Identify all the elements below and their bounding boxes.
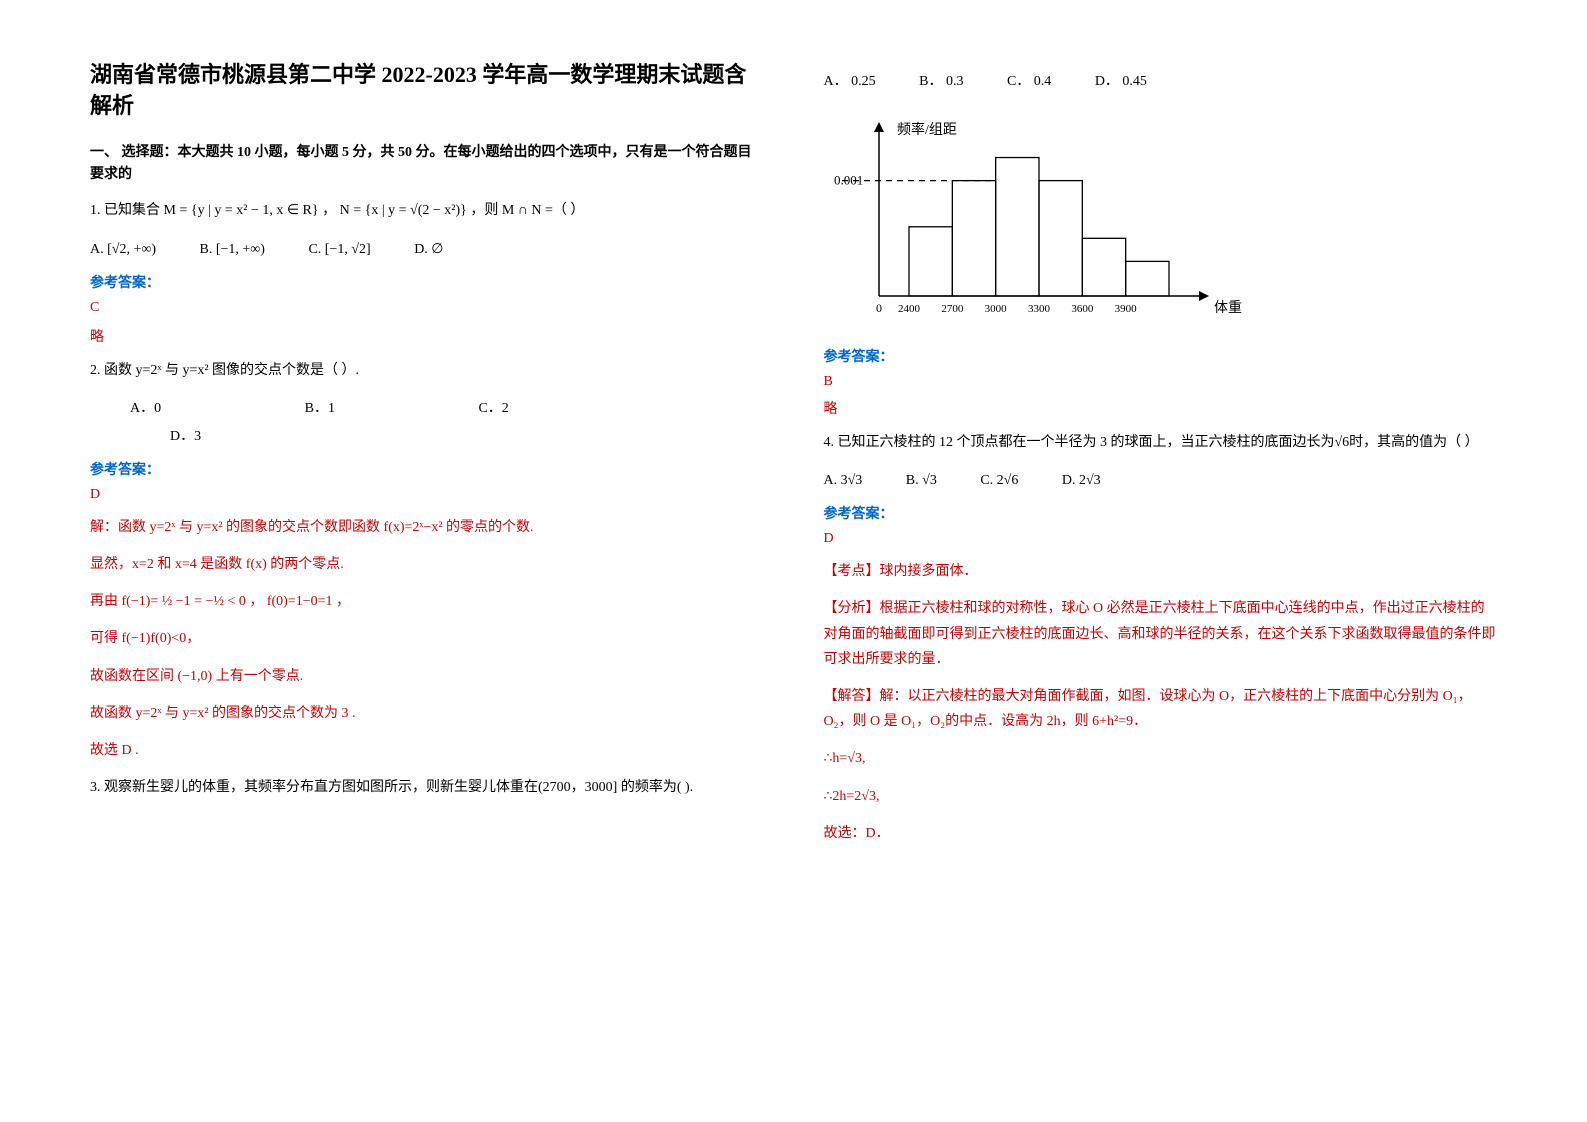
q4-solve4: 故选：D． (824, 821, 1498, 846)
q3-opt-a: A． 0.25 (824, 68, 876, 96)
q2-sol3-f2: f(0)=1−0=1 (267, 594, 333, 609)
q4-opt-a: A. 3√3 (824, 467, 863, 495)
q1-opt-b: B. [−1, +∞) (200, 236, 265, 264)
svg-text:频率/组距: 频率/组距 (897, 121, 957, 138)
q3-note: 略 (824, 398, 1498, 418)
q2-sol1: 解：函数 y=2ˣ 与 y=x² 的图象的交点个数即函数 f(x)=2ˣ−x² … (90, 515, 764, 540)
q2-sol3-suffix: ， (336, 594, 350, 609)
histogram-chart: 频率/组距体重 0.001 0 2400 2700 3000 3300 3600 3900 (824, 106, 1244, 336)
q1-set-n: N = {x | y = √(2 − x²)} (340, 203, 467, 218)
q2-opt-a: A．0 (130, 395, 161, 423)
svg-text:3000: 3000 (984, 303, 1007, 315)
q2-answer-label: 参考答案： (90, 459, 764, 479)
q2-answer: D (90, 487, 764, 503)
question-3: 3. 观察新生婴儿的体重，其频率分布直方图如图所示，则新生婴儿体重在(2700，… (90, 775, 764, 800)
q2-sol3-prefix: 再由 (90, 594, 118, 609)
page-title: 湖南省常德市桃源县第二中学 2022-2023 学年高一数学理期末试题含解析 (90, 60, 764, 122)
q4-answer: D (824, 531, 1498, 547)
q3-opt-d: D． 0.45 (1095, 68, 1147, 96)
svg-text:0.001: 0.001 (834, 173, 863, 188)
q3-answer-label: 参考答案： (824, 346, 1498, 366)
q1-answer: C (90, 300, 764, 316)
svg-text:2400: 2400 (898, 303, 921, 315)
q3-options: A． 0.25 B． 0.3 C． 0.4 D． 0.45 (824, 68, 1498, 96)
q1-note: 略 (90, 326, 764, 346)
q1-opt-d: D. ∅ (414, 236, 443, 264)
q1-opt-a: A. [√2, +∞) (90, 236, 156, 264)
left-column: 湖南省常德市桃源县第二中学 2022-2023 学年高一数学理期末试题含解析 一… (60, 40, 794, 1082)
q1-set-m: M = {y | y = x² − 1, x ∈ R} (164, 203, 319, 218)
svg-text:3900: 3900 (1114, 303, 1137, 315)
svg-text:3300: 3300 (1028, 303, 1051, 315)
q2-sol2: 显然，x=2 和 x=4 是函数 f(x) 的两个零点. (90, 552, 764, 577)
q2-sol6: 故函数 y=2ˣ 与 y=x² 的图象的交点个数为 3 . (90, 701, 764, 726)
q2-opt-c: C．2 (478, 395, 508, 423)
q4-solve: 【解答】解：以正六棱柱的最大对角面作截面，如图．设球心为 O，正六棱柱的上下底面… (824, 684, 1498, 734)
question-2: 2. 函数 y=2ˣ 与 y=x² 图像的交点个数是（ ）. (90, 358, 764, 383)
q2-sol3-f1: f(−1)= ½ −1 = −½ < 0 (122, 594, 246, 609)
q1-comma1: ， (322, 203, 336, 218)
q2-sol5: 故函数在区间 (−1,0) 上有一个零点. (90, 664, 764, 689)
question-1: 1. 已知集合 M = {y | y = x² − 1, x ∈ R} ， N … (90, 198, 764, 223)
question-4: 4. 已知正六棱柱的 12 个顶点都在一个半径为 3 的球面上，当正六棱柱的底面… (824, 430, 1498, 455)
q2-opt-d: D．3 (170, 423, 201, 451)
q2-sol7: 故选 D . (90, 738, 764, 763)
exam-page: 湖南省常德市桃源县第二中学 2022-2023 学年高一数学理期末试题含解析 一… (0, 0, 1587, 1122)
q3-answer: B (824, 374, 1498, 390)
q3-opt-b: B． 0.3 (919, 68, 963, 96)
q4-solve2: ∴h=√3, (824, 746, 1498, 771)
q2-sol3-mid: ， (249, 594, 263, 609)
q4-opt-d: D. 2√3 (1062, 467, 1101, 495)
svg-text:体重: 体重 (1214, 300, 1242, 316)
right-column: A． 0.25 B． 0.3 C． 0.4 D． 0.45 频率/组距体重 0.0… (794, 40, 1528, 1082)
q1-answer-label: 参考答案： (90, 272, 764, 292)
q1-opt-c: C. [−1, √2] (308, 236, 370, 264)
q3-opt-c: C． 0.4 (1007, 68, 1051, 96)
q4-options: A. 3√3 B. √3 C. 2√6 D. 2√3 (824, 467, 1498, 495)
q2-options: A．0 B．1 C．2 D．3 (90, 395, 764, 451)
q2-opt-b: B．1 (305, 395, 335, 423)
q4-analysis: 【分析】根据正六棱柱和球的对称性，球心 O 必然是正六棱柱上下底面中心连线的中点… (824, 596, 1498, 672)
q2-sol3: 再由 f(−1)= ½ −1 = −½ < 0 ， f(0)=1−0=1 ， (90, 589, 764, 614)
q1-prefix: 1. 已知集合 (90, 203, 160, 218)
q2-sol4: 可得 f(−1)f(0)<0， (90, 626, 764, 651)
q4-answer-label: 参考答案： (824, 503, 1498, 523)
q4-solve3: ∴2h=2√3, (824, 784, 1498, 809)
section-header: 一、 选择题：本大题共 10 小题，每小题 5 分，共 50 分。在每小题给出的… (90, 142, 764, 187)
q4-point: 【考点】球内接多面体． (824, 559, 1498, 584)
q2-text: 2. 函数 y=2ˣ 与 y=x² 图像的交点个数是（ ）. (90, 363, 359, 378)
q1-suffix: ，则 M ∩ N =（ ） (470, 203, 584, 218)
q4-opt-b: B. √3 (906, 467, 937, 495)
q1-options: A. [√2, +∞) B. [−1, +∞) C. [−1, √2] D. ∅ (90, 236, 764, 264)
q4-opt-c: C. 2√6 (980, 467, 1018, 495)
svg-text:3600: 3600 (1071, 303, 1094, 315)
svg-text:2700: 2700 (941, 303, 964, 315)
svg-text:0: 0 (876, 301, 882, 315)
